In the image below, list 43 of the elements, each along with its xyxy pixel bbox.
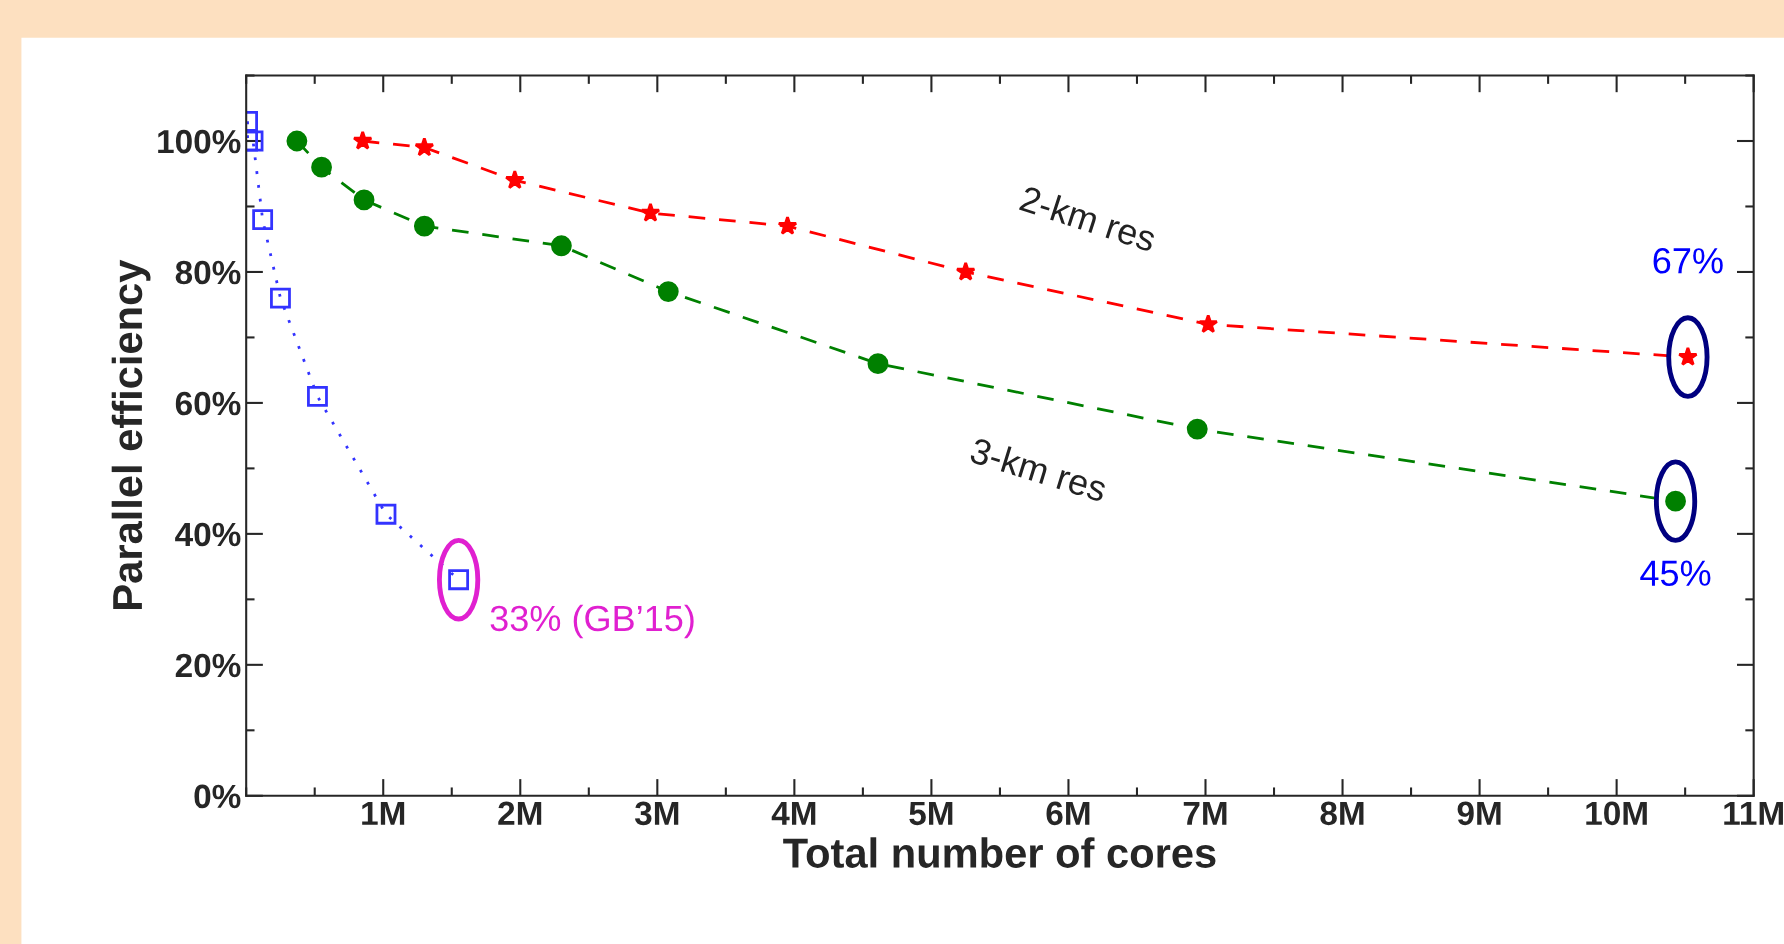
point (867, 353, 889, 375)
y-axis-title: Parallel efficiency (111, 259, 151, 609)
point (311, 156, 332, 178)
x-tick-label: 3M (634, 801, 679, 826)
y-tick-label: 60% (175, 391, 241, 416)
y-tick-label: 100% (158, 129, 241, 154)
point (550, 235, 572, 257)
x-tick-label: 10M (1586, 801, 1647, 826)
point (286, 130, 308, 152)
point (1198, 313, 1219, 334)
point (252, 209, 274, 230)
annotation: 67% (1653, 247, 1723, 274)
point (413, 215, 435, 237)
annotation: 33% (GB’15) (490, 604, 694, 639)
y-tick-label: 40% (175, 522, 241, 547)
x-axis-title: Total number of cores (783, 837, 1216, 868)
y-tick-label: 0% (194, 784, 241, 809)
point (640, 202, 661, 222)
text: 3-km res (968, 436, 1109, 503)
x-tick-label: 4M (771, 801, 816, 825)
point (270, 287, 291, 309)
point (504, 169, 525, 189)
x-tick-label: 11M (1724, 801, 1783, 825)
annotation: 45% (1640, 560, 1711, 586)
x-tick-label: 2M (498, 801, 542, 825)
x-tick-label: 6M (1046, 801, 1090, 826)
text: 2-km res (1018, 184, 1158, 253)
point (414, 137, 435, 157)
x-tick-label: 8M (1320, 801, 1364, 826)
x-tick-label: 5M (909, 801, 953, 826)
point (777, 215, 798, 235)
point (375, 503, 397, 525)
point (955, 261, 976, 281)
point (307, 385, 328, 407)
x-tick-label: 7M (1183, 801, 1227, 825)
y-tick-label: 80% (175, 260, 241, 285)
point (353, 189, 375, 211)
x-tick-label: 1M (362, 801, 405, 825)
y-tick-label: 20% (175, 653, 241, 678)
point (1186, 418, 1208, 440)
point (352, 130, 373, 150)
x-tick-label: 9M (1457, 801, 1501, 826)
point (657, 281, 679, 303)
